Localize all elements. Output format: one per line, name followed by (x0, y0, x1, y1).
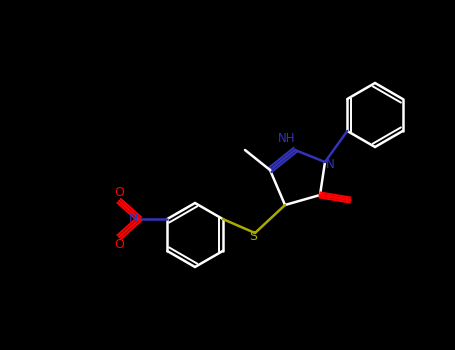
Text: N: N (326, 159, 334, 172)
Text: N: N (129, 212, 138, 225)
Text: O: O (114, 187, 124, 199)
Text: O: O (114, 238, 124, 252)
Text: S: S (249, 230, 257, 243)
Text: NH: NH (278, 132, 296, 145)
